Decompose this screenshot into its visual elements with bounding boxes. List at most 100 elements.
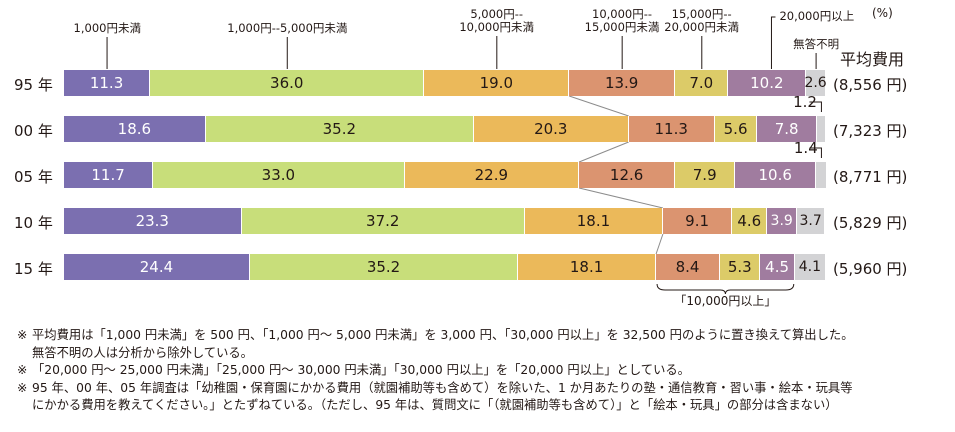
connector-line — [655, 233, 664, 255]
legend-label-10000-15000: 10,000円-- 15,000円未満 — [585, 8, 660, 34]
footnote-line: 「20,000 円～ 25,000 円未満」「25,000 円～ 30,000 … — [32, 363, 690, 377]
year-label: 10 年 — [14, 214, 53, 232]
data-label: 10.6 — [758, 166, 792, 184]
average-cost-value: (7,323 円) — [833, 122, 908, 140]
data-label: 24.4 — [139, 258, 174, 276]
legend-label-1000-5000: 1,000円--5,000円未満 — [227, 22, 347, 35]
bar-segment-under-1000: 23.3 — [64, 208, 242, 234]
data-label: 11.3 — [89, 74, 124, 92]
note-mark: ※ — [17, 363, 28, 377]
leader-line — [809, 101, 822, 112]
bar-segment-1000-5000: 37.2 — [241, 208, 525, 234]
average-cost-header: 平均費用 — [840, 50, 905, 69]
data-label: 10.2 — [750, 74, 784, 92]
data-label: 8.4 — [675, 258, 700, 276]
data-label: 35.2 — [366, 258, 401, 276]
year-label: 15 年 — [14, 260, 53, 278]
average-cost-value: (8,556 円) — [833, 76, 908, 94]
bar-segment-no-answer: 2.6 — [804, 70, 827, 96]
data-label: 22.9 — [474, 166, 509, 184]
data-label: 3.9 — [770, 213, 793, 229]
year-label: 00 年 — [14, 122, 53, 140]
data-label: 36.0 — [270, 74, 304, 92]
bar-segment-10000-15000: 12.6 — [579, 162, 676, 188]
connector-line — [569, 95, 629, 117]
legend-label-line: 10,000円未満 — [459, 20, 535, 34]
bar-segment-no-answer: 1.2 — [793, 93, 826, 142]
bar-segment-5000-10000: 20.3 — [473, 116, 629, 142]
bar-segment-5000-10000: 19.0 — [424, 70, 570, 96]
bar-segment-10000-15000: 8.4 — [656, 254, 721, 280]
leader-line — [809, 147, 822, 158]
note-mark: ※ — [17, 328, 28, 342]
average-cost-value: (5,829 円) — [833, 214, 908, 232]
data-label: 20.3 — [534, 120, 568, 138]
footnote: ※ 95 年、00 年、05 年調査は「幼稚園・保育園にかかる費用（就園補助等も… — [17, 380, 952, 415]
data-label: 12.6 — [609, 166, 644, 184]
bar-segment-5000-10000: 18.1 — [518, 254, 657, 280]
bar-segment-15000-20000: 7.0 — [675, 70, 729, 96]
bar-segment-over-20000: 3.9 — [767, 208, 798, 234]
data-label: 1.2 — [793, 93, 817, 111]
legend-label-15000-20000: 15,000円-- 20,000円未満 — [664, 8, 739, 34]
data-label: 5.3 — [727, 258, 752, 276]
connector-line — [578, 187, 664, 209]
bar-segment-over-20000: 10.6 — [735, 162, 817, 188]
brace-label: 「10,000円以上」 — [674, 294, 777, 308]
bar-segment-1000-5000: 33.0 — [153, 162, 405, 188]
bar-segment-15000-20000: 4.6 — [732, 208, 768, 234]
footnote-line: 平均費用は「1,000 円未満」を 500 円、「1,000 円～ 5,000 … — [32, 328, 854, 342]
legend-label-line: 1,000円未満 — [73, 21, 141, 35]
data-label: 11.3 — [654, 120, 688, 138]
data-label: 7.8 — [774, 120, 799, 138]
data-label: 11.7 — [91, 166, 125, 184]
data-label: 9.1 — [685, 212, 710, 230]
average-cost-value: (8,771 円) — [833, 168, 908, 186]
bar-segment-under-1000: 11.7 — [64, 162, 154, 188]
average-cost-value: (5,960 円) — [833, 260, 908, 278]
data-label: 13.9 — [604, 74, 639, 92]
chart-annotation-lines — [106, 16, 822, 295]
legend-label-line: 5,000円-- — [470, 7, 524, 21]
bar-segment-5000-10000: 18.1 — [525, 208, 663, 234]
note-mark: ※ — [17, 380, 28, 395]
bar-segment-over-20000: 7.8 — [757, 116, 817, 142]
bar-segment-10000-15000: 11.3 — [628, 116, 715, 142]
data-label: 1.4 — [793, 139, 818, 157]
legend-label-under-1000: 1,000円未満 — [74, 22, 141, 35]
legend-label-line: 20,000円以上 — [779, 9, 855, 23]
data-label: 2.6 — [804, 75, 827, 91]
data-label: 7.0 — [689, 74, 714, 92]
bar-segment-10000-15000: 13.9 — [569, 70, 676, 96]
unit-label: (%) — [872, 6, 893, 20]
bar-segment-no-answer: 3.7 — [797, 208, 826, 234]
legend-label-over-20000: 20,000円以上 — [779, 10, 854, 23]
data-label: 19.0 — [479, 74, 513, 92]
year-label: 05 年 — [14, 168, 53, 186]
bar-segment-5000-10000: 22.9 — [404, 162, 580, 188]
legend-tick-line — [770, 16, 776, 69]
bar-segment-1000-5000: 35.2 — [205, 116, 474, 142]
data-label: 18.1 — [576, 212, 611, 230]
bar-segment-under-1000: 18.6 — [64, 116, 206, 142]
data-label: 4.6 — [737, 212, 762, 230]
legend-label-line: 15,000円未満 — [584, 20, 660, 34]
bar-segment-1000-5000: 35.2 — [249, 254, 519, 280]
data-label: 4.1 — [798, 259, 821, 275]
data-label: 33.0 — [261, 166, 296, 184]
data-label: 4.5 — [765, 258, 790, 276]
data-label: 37.2 — [366, 212, 400, 230]
data-label: 7.9 — [692, 166, 717, 184]
footnote-line: 無答不明の人は分析から除外している。 — [32, 345, 253, 360]
year-label: 95 年 — [14, 76, 53, 94]
data-label: 3.7 — [799, 213, 822, 229]
data-label: 18.1 — [569, 258, 604, 276]
legend-label-5000-10000: 5,000円-- 10,000円未満 — [459, 8, 534, 34]
data-label: 23.3 — [135, 212, 169, 230]
bar-segment-under-1000: 11.3 — [64, 70, 151, 96]
brace — [656, 283, 795, 295]
footnote-line: 95 年、00 年、05 年調査は「幼稚園・保育園にかかる費用（就園補助等も含め… — [32, 380, 853, 395]
legend-label-line: 10,000円-- — [592, 7, 653, 21]
footnote: ※ 「20,000 円～ 25,000 円未満」「25,000 円～ 30,00… — [17, 362, 952, 380]
legend-label-line: 1,000円--5,000円未満 — [227, 21, 348, 35]
